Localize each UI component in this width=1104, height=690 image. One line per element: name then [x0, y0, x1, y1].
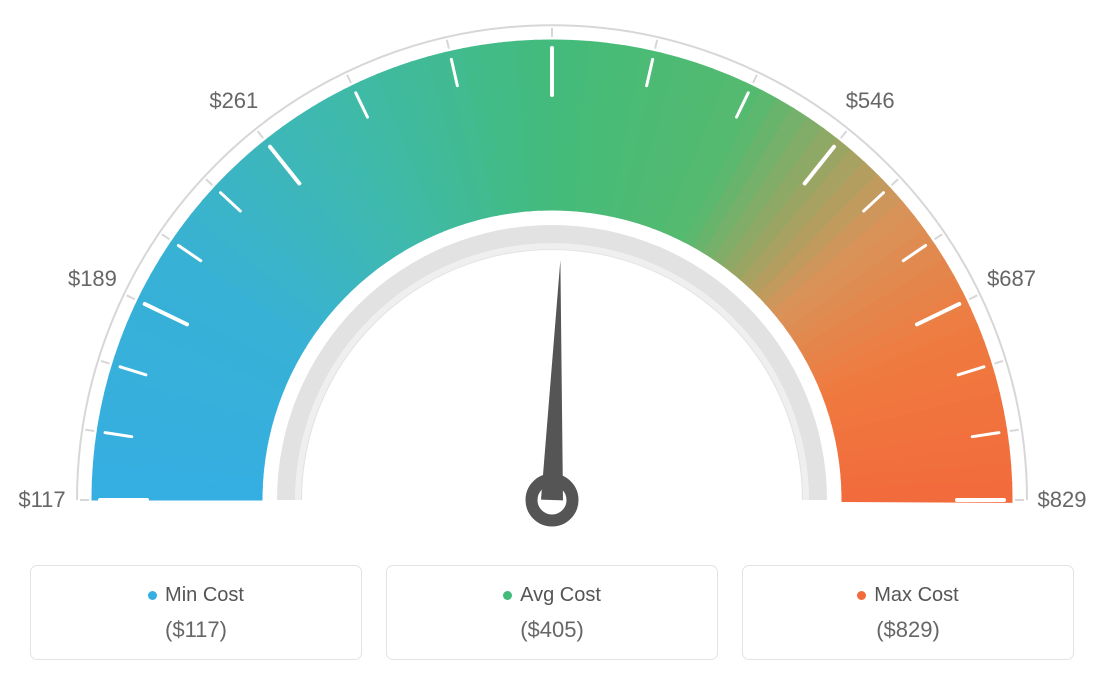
- legend-row: Min Cost ($117) Avg Cost ($405) Max Cost…: [30, 565, 1074, 660]
- gauge-tick-label: $405: [528, 0, 577, 3]
- legend-label-max: Max Cost: [874, 584, 958, 606]
- legend-title-avg: Avg Cost: [503, 584, 601, 607]
- legend-dot-avg: [503, 591, 512, 600]
- gauge-tick-label: $829: [1038, 487, 1087, 513]
- legend-card-avg: Avg Cost ($405): [386, 565, 718, 660]
- gauge-tick-label: $189: [68, 266, 117, 292]
- legend-dot-min: [148, 591, 157, 600]
- legend-title-max: Max Cost: [857, 584, 958, 607]
- gauge-area: $117 $189 $261 $405 $546 $687 $829: [0, 0, 1104, 560]
- gauge-tick-label: $546: [846, 88, 895, 114]
- legend-value-max: ($829): [753, 617, 1063, 643]
- legend-card-max: Max Cost ($829): [742, 565, 1074, 660]
- legend-title-min: Min Cost: [148, 584, 244, 607]
- legend-value-avg: ($405): [397, 617, 707, 643]
- gauge-tick-label: $261: [209, 88, 258, 114]
- gauge-tick-label: $687: [987, 266, 1036, 292]
- legend-value-min: ($117): [41, 617, 351, 643]
- gauge-svg: [0, 0, 1104, 560]
- gauge-tick-label: $117: [18, 487, 65, 513]
- legend-label-min: Min Cost: [165, 584, 244, 606]
- legend-label-avg: Avg Cost: [520, 584, 601, 606]
- legend-dot-max: [857, 591, 866, 600]
- legend-card-min: Min Cost ($117): [30, 565, 362, 660]
